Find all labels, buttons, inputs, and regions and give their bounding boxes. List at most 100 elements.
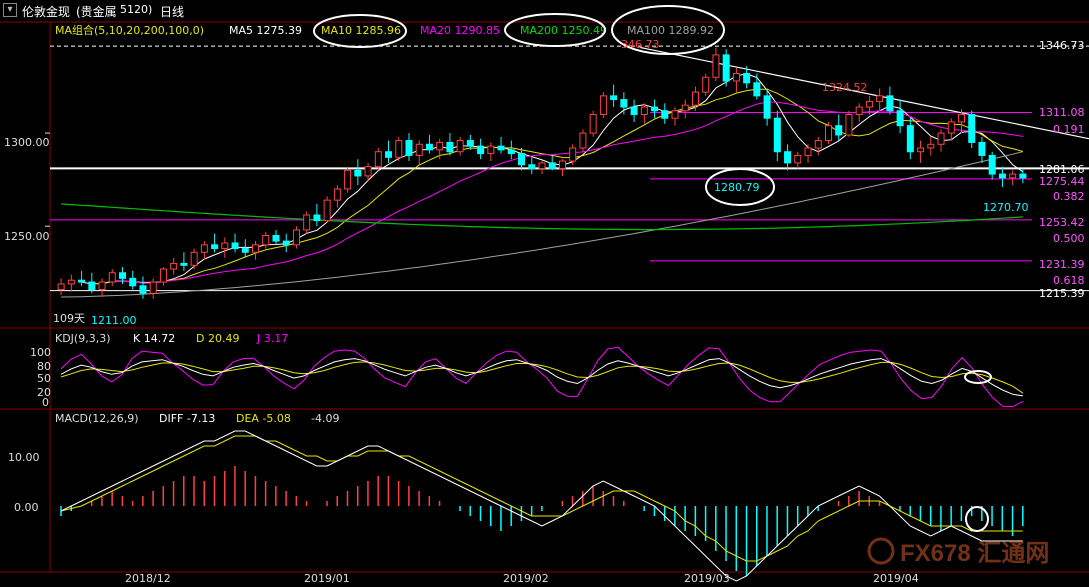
watermark-logo-icon (867, 537, 895, 565)
candle-body (957, 113, 965, 123)
candle-body (835, 125, 843, 136)
candle-body (262, 235, 270, 246)
fib-value-0500: 1253.42 (1039, 216, 1085, 229)
candle-body (78, 279, 86, 283)
kdj-tick-0: 0 (42, 396, 49, 409)
candle-body (712, 54, 720, 78)
candle-body (589, 113, 597, 134)
candle-body (139, 285, 147, 294)
candle-body (446, 141, 454, 153)
candle-body (599, 95, 607, 115)
candle-body (425, 143, 433, 151)
candle-body (344, 169, 352, 190)
highlight-circle-ma10 (313, 14, 407, 48)
kdj-tick-100: 100 (30, 346, 51, 359)
candle-body (804, 147, 812, 156)
candle-body (313, 214, 321, 222)
candle-body (67, 279, 75, 285)
kdj-tick-80: 80 (37, 360, 51, 373)
candle-body (845, 113, 853, 136)
candle-body (405, 140, 413, 156)
symbol-name: 伦敦金现 (22, 5, 71, 19)
candle-body (211, 244, 219, 250)
candle-body (968, 113, 976, 143)
macd-tick-10: 10.00 (8, 451, 40, 464)
ma10-line (91, 88, 1024, 285)
kdj-k-line (60, 358, 1023, 397)
candle-body (98, 281, 106, 291)
macd-value-label: -4.09 (311, 412, 339, 425)
symbol-code: 5120) (120, 3, 153, 16)
highlight-circle-kdj (964, 370, 992, 384)
macd-dea-line (60, 435, 1023, 562)
candle-body (436, 141, 444, 151)
candle-body (282, 240, 290, 246)
candle-body (691, 91, 699, 106)
macd-panel (60, 430, 1024, 582)
watermark-text: FX678 汇通网 (900, 540, 1049, 567)
candle-body (702, 76, 710, 93)
fib-ratio-0191: 0.191 (1053, 123, 1085, 136)
candle-body (978, 141, 986, 156)
candle-body (630, 106, 638, 115)
fib-value-0382: 1275.44 (1039, 175, 1085, 188)
candle-body (917, 147, 925, 153)
candle-body (518, 153, 526, 166)
candle-body (814, 140, 822, 149)
candle-body (824, 125, 832, 142)
kdj-name: KDJ(9,3,3) (55, 332, 111, 345)
candle-body (159, 268, 167, 283)
mid-high-label: 1324.52 (822, 81, 868, 94)
kdj-d-label: D 20.49 (196, 332, 239, 345)
kdj-j-line (60, 346, 1024, 408)
candle-body (385, 151, 393, 158)
candle-body (354, 169, 362, 177)
ma10-label: MA10 1285.96 (321, 24, 401, 37)
candle-body (170, 262, 178, 270)
candle-body (794, 154, 802, 164)
candle-body (671, 110, 679, 119)
x-tick-2019-02: 2019/02 (503, 572, 549, 585)
chart-frame (0, 21, 1089, 573)
kdj-d-line (60, 361, 1024, 394)
candle-body (773, 117, 781, 153)
fib-value-0618: 1231.39 (1039, 258, 1085, 271)
hline-label-1215: 1215.39 (1039, 287, 1085, 300)
candle-body (906, 125, 914, 153)
ma5-label: MA5 1275.39 (229, 24, 302, 37)
start-low-label: 1211.00 (91, 314, 137, 327)
price-tick-1300: 1300.00 (4, 136, 50, 149)
macd-tick-0: 0.00 (14, 501, 39, 514)
candle-body (149, 281, 157, 294)
fib-value-0191: 1311.08 (1039, 106, 1085, 119)
symbol-category: (贵金属 (76, 5, 117, 19)
period-label[interactable]: 日线 (160, 5, 185, 19)
macd-diff-label: DIFF -7.13 (159, 412, 215, 425)
highlight-circle-ma100 (611, 5, 725, 55)
watermark: FX678 汇通网 (867, 537, 1049, 567)
ma100-label: MA100 1289.92 (627, 24, 714, 37)
candle-body (456, 140, 464, 153)
ma200-line (61, 203, 1023, 231)
moving-averages (61, 73, 1024, 298)
candle-body (927, 143, 935, 149)
candle-body (558, 160, 566, 169)
candle-body (108, 272, 116, 283)
kdj-k-label: K 14.72 (133, 332, 175, 345)
candle-body (487, 145, 495, 155)
hline-label-1281: 1281.06 (1039, 163, 1085, 176)
candle-body (333, 188, 341, 201)
candle-body (88, 281, 96, 291)
candle-body (364, 166, 372, 177)
candle-body (466, 140, 474, 147)
macd-dea-label: DEA -5.08 (236, 412, 291, 425)
ma100-line (61, 151, 1024, 298)
candle-body (937, 132, 945, 145)
highlight-circle-low (705, 168, 775, 206)
candle-body (681, 104, 689, 112)
candle-body (579, 132, 587, 149)
candle-body (57, 283, 65, 291)
kdj-j-label: J 3.17 (256, 332, 288, 345)
collapse-icon[interactable]: ▾ (3, 3, 17, 17)
